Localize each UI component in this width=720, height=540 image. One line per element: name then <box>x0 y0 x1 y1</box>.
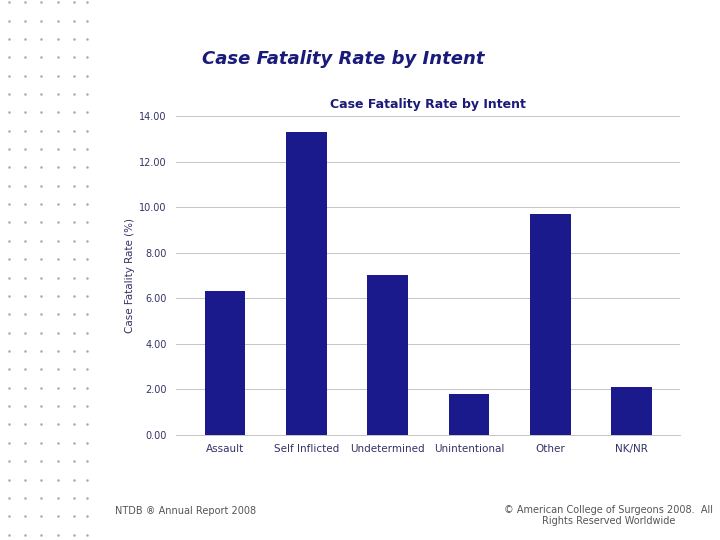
Bar <box>367 275 408 435</box>
Bar <box>286 132 327 435</box>
Title: Case Fatality Rate by Intent: Case Fatality Rate by Intent <box>330 98 526 111</box>
Text: © American College of Surgeons 2008.  All
Rights Reserved Worldwide: © American College of Surgeons 2008. All… <box>504 505 713 526</box>
Bar <box>449 394 490 435</box>
Bar <box>611 387 652 435</box>
Text: NTDB ® Annual Report 2008: NTDB ® Annual Report 2008 <box>115 506 256 516</box>
Bar <box>530 214 571 435</box>
Y-axis label: Case Fatality Rate (%): Case Fatality Rate (%) <box>125 218 135 333</box>
Bar <box>205 292 246 435</box>
Text: Figure
15: Figure 15 <box>83 68 110 87</box>
Text: Case Fatality Rate by Intent: Case Fatality Rate by Intent <box>202 50 484 69</box>
